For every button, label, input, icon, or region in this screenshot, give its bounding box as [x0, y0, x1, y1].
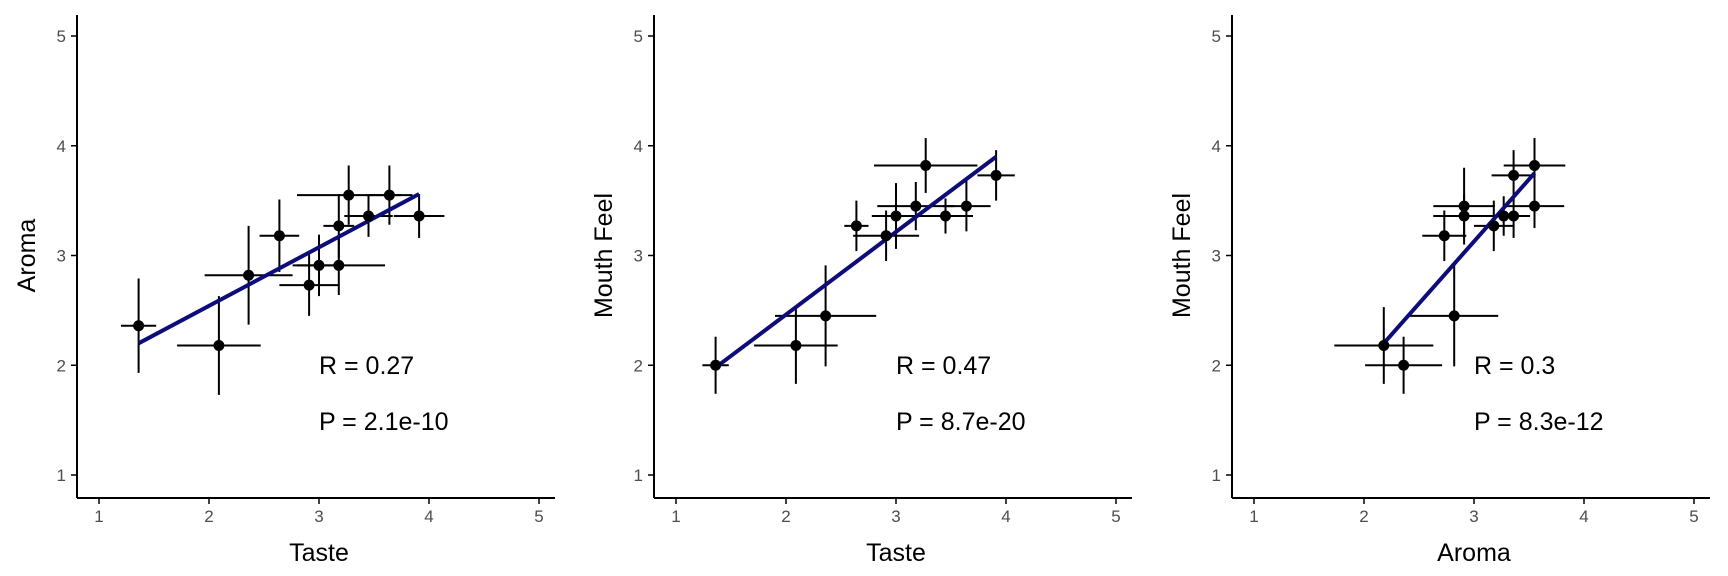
panel-2-x-axis-title: Taste: [866, 539, 926, 567]
panel-1-data-point: [303, 279, 315, 291]
panel-2-r-annotation: R = 0.47: [896, 352, 991, 380]
panel-3-y-tick-label: 1: [1212, 466, 1221, 485]
panel-3-data-point: [1529, 160, 1540, 172]
panel-2-p-annotation: P = 8.7e-20: [896, 408, 1026, 436]
panel-2-data-point: [820, 310, 832, 322]
panel-1-data-point: [343, 189, 355, 201]
panel-3-y-tick-label: 2: [1212, 356, 1221, 375]
panel-1-y-tick-label: 1: [57, 466, 66, 485]
panel-1-data-point: [413, 210, 425, 222]
panel-3-r-annotation: R = 0.3: [1474, 352, 1555, 380]
panel-3-x-tick-label: 1: [1249, 507, 1258, 526]
panel-1-data-point: [333, 259, 345, 271]
panel-3-data-point: [1498, 210, 1510, 222]
panel-1-y-tick-label: 5: [57, 27, 66, 46]
panel-1-x-tick-label: 4: [424, 507, 433, 526]
panel-3-data-point: [1458, 200, 1470, 212]
panel-3-data-point: [1529, 200, 1540, 212]
panel-1-r-annotation: R = 0.27: [319, 352, 414, 380]
panel-1-y-tick-label: 3: [57, 247, 66, 266]
panel-1-x-tick-label: 5: [534, 507, 543, 526]
panel-2-y-tick-label: 5: [634, 27, 643, 46]
panel-1-data-point: [383, 189, 395, 201]
panel-1-data-point: [213, 339, 225, 351]
panel-3-data-point: [1508, 210, 1520, 222]
panel-2-data-point: [880, 230, 892, 242]
panel-3-x-axis-title: Aroma: [1437, 539, 1511, 567]
panel-2-data-point: [940, 210, 951, 222]
panel-2-data-point: [990, 169, 1002, 181]
panel-1-data-point: [273, 230, 285, 242]
panel-2-data-point: [850, 220, 862, 232]
panel-2-y-axis-title: Mouth Feel: [590, 193, 618, 318]
panel-2-y-tick-label: 3: [634, 247, 643, 266]
panel-2-x-tick-label: 4: [1001, 507, 1010, 526]
panel-3-x-tick-label: 3: [1469, 507, 1478, 526]
panel-1-y-axis-title: Aroma: [13, 219, 41, 293]
panel-1-x-tick-label: 1: [94, 507, 103, 526]
panel-3-data-point: [1398, 359, 1410, 371]
panel-3-y-tick-label: 3: [1212, 247, 1221, 266]
panel-2-data-point: [790, 339, 802, 351]
panel-1-x-tick-label: 2: [204, 507, 213, 526]
panel-3-y-axis-title: Mouth Feel: [1168, 193, 1196, 318]
panel-3-data-point: [1378, 339, 1390, 351]
panel-3-data-point: [1438, 230, 1450, 242]
panel-2-y-tick-label: 4: [634, 137, 643, 156]
panel-2-y-tick-label: 2: [634, 356, 643, 375]
panel-3-y-tick-label: 4: [1212, 137, 1221, 156]
panel-2-data-point: [920, 160, 932, 172]
panel-3-x-tick-label: 2: [1359, 507, 1368, 526]
panel-1-p-annotation: P = 2.1e-10: [319, 408, 449, 436]
panel-3-data-point: [1448, 310, 1460, 322]
panel-1-data-point: [133, 320, 145, 332]
panel-3-regression-line: [1382, 171, 1536, 345]
panel-3-data-point: [1458, 210, 1470, 222]
panel-3-data-point: [1488, 220, 1500, 232]
panel-2-data-point: [710, 359, 722, 371]
panel-3-data-point: [1508, 169, 1520, 181]
panel-1-y-tick-label: 2: [57, 356, 66, 375]
panel-2-x-tick-label: 2: [781, 507, 790, 526]
panel-1-data-point: [333, 220, 345, 232]
panel-1-data-point: [363, 210, 374, 222]
panel-1-x-axis-title: Taste: [289, 539, 349, 567]
panel-2-x-tick-label: 1: [671, 507, 680, 526]
panel-3-x-tick-label: 4: [1579, 507, 1588, 526]
panel-2-regression-line: [714, 155, 998, 370]
panel-1-y-tick-label: 4: [57, 137, 66, 156]
panel-2-x-tick-label: 5: [1111, 507, 1120, 526]
panel-2-x-tick-label: 3: [891, 507, 900, 526]
panel-1-data-point: [243, 269, 255, 281]
panel-1-data-point: [313, 259, 325, 271]
panel-2-data-point: [910, 200, 922, 212]
panel-1-x-tick-label: 3: [314, 507, 323, 526]
panel-3-p-annotation: P = 8.3e-12: [1474, 408, 1604, 436]
panel-2-data-point: [890, 210, 902, 222]
panel-3-x-tick-label: 5: [1689, 507, 1698, 526]
panel-2-data-point: [960, 200, 972, 212]
panel-2-y-tick-label: 1: [634, 466, 643, 485]
panel-3-y-tick-label: 5: [1212, 27, 1221, 46]
